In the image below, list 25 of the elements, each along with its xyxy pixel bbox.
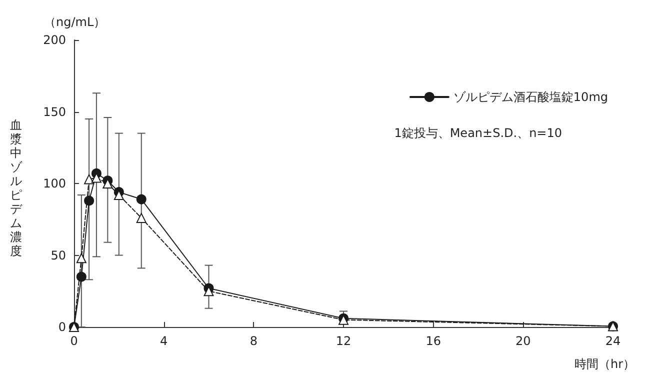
x-tick-label: 0 — [70, 334, 78, 348]
point — [76, 253, 86, 264]
x-tick-label: 4 — [160, 334, 168, 348]
point — [84, 196, 94, 206]
point — [204, 286, 214, 296]
x-tick-label: 12 — [336, 334, 352, 348]
x-tick-label: 20 — [516, 334, 531, 348]
point — [84, 174, 94, 184]
y-tick-label: 50 — [50, 248, 66, 262]
x-axis-title: 時間（hr） — [574, 357, 636, 371]
point — [76, 272, 86, 282]
annotation: 1錠投与、Mean±S.D.、n=10 — [394, 126, 562, 140]
legend-label: ゾルピデム酒石酸塩錠10mg — [453, 90, 608, 104]
y-tick-label: 0 — [58, 320, 66, 334]
text: （ng/mL） — [44, 15, 106, 29]
y-tick-label: 200 — [43, 33, 66, 47]
y-tick-label: 150 — [43, 104, 66, 119]
point — [102, 178, 113, 188]
point — [136, 194, 146, 204]
y-tick-label: 100 — [43, 176, 66, 190]
x-tick-label: 8 — [250, 334, 258, 348]
point — [136, 212, 146, 223]
text: 血漿中ゾルピデム濃度 — [10, 118, 22, 258]
x-tick-label: 24 — [605, 334, 621, 348]
x-tick-label: 16 — [426, 334, 441, 348]
